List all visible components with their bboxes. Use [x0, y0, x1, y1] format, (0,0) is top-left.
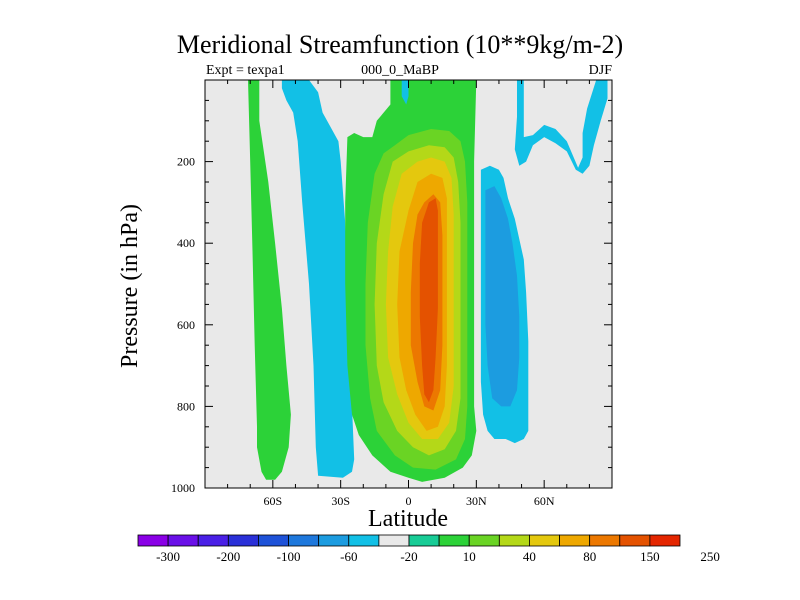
colorbar-swatch: [318, 534, 350, 547]
colorbar-label: 250: [700, 549, 720, 564]
x-tick-label: 60S: [263, 494, 282, 508]
colorbar-swatch: [559, 534, 591, 547]
y-axis: 200 400 600 800 1000: [171, 99, 612, 495]
colorbar-swatch: [498, 534, 530, 547]
colorbar-swatch: [288, 534, 320, 547]
northern-polar-negative-cell: [514, 80, 608, 174]
colorbar-swatch: [137, 534, 169, 547]
colorbar-label: -200: [216, 549, 240, 564]
x-axis: 60S 30S 0 30N 60N: [227, 80, 590, 508]
chart-title: Meridional Streamfunction (10**9kg/m-2): [176, 30, 624, 59]
x-tick-label: 0: [406, 494, 412, 508]
colorbar-swatch: [197, 534, 229, 547]
contour-fills: [229, 80, 608, 482]
colorbar-label: -20: [400, 549, 417, 564]
period-label: 000_0_MaBP: [361, 63, 439, 78]
colorbar-label: 150: [640, 549, 660, 564]
northern-hemisphere-negative-cell-inner: [485, 186, 520, 407]
colorbar-swatch: [529, 534, 560, 547]
y-tick-label: 800: [177, 399, 195, 413]
colorbar-label: 80: [583, 549, 596, 564]
y-tick-label: 400: [177, 236, 195, 250]
y-tick-label: 600: [177, 318, 195, 332]
x-tick-label: 30S: [331, 494, 350, 508]
colorbar-swatch: [649, 534, 681, 547]
x-tick-label: 30N: [466, 494, 487, 508]
colorbar-label: 10: [463, 549, 476, 564]
southern-hemisphere-negative-cell: [281, 80, 355, 478]
colorbar: -300 -200 -100 -60 -20 10 40 80 150 250: [137, 534, 720, 564]
colorbar-swatch: [468, 534, 500, 547]
y-tick-label: 200: [177, 155, 195, 169]
y-axis-label: Pressure (in hPa): [117, 204, 143, 368]
tropical-cell-core: [419, 198, 438, 403]
colorbar-swatch: [167, 534, 199, 547]
colorbar-swatch: [408, 534, 440, 547]
colorbar-swatch: [619, 534, 651, 547]
colorbar-swatch: [348, 534, 380, 547]
x-axis-label: Latitude: [368, 506, 448, 532]
colorbar-swatch: [227, 534, 259, 547]
colorbar-label: -60: [340, 549, 357, 564]
x-tick-label: 60N: [534, 494, 555, 508]
colorbar-label: -300: [156, 549, 180, 564]
colorbar-swatch: [589, 534, 621, 547]
y-tick-label: 1000: [171, 481, 195, 495]
southern-hemisphere-positive-cell: [229, 80, 291, 480]
experiment-label: Expt = texpa1: [206, 63, 285, 78]
colorbar-label: -100: [277, 549, 301, 564]
upper-tropical-negative-cell: [401, 80, 409, 105]
colorbar-swatch: [378, 534, 410, 547]
colorbar-swatch: [258, 534, 289, 547]
colorbar-label: 40: [523, 549, 536, 564]
colorbar-swatch: [438, 534, 470, 547]
season-label: DJF: [588, 63, 612, 78]
